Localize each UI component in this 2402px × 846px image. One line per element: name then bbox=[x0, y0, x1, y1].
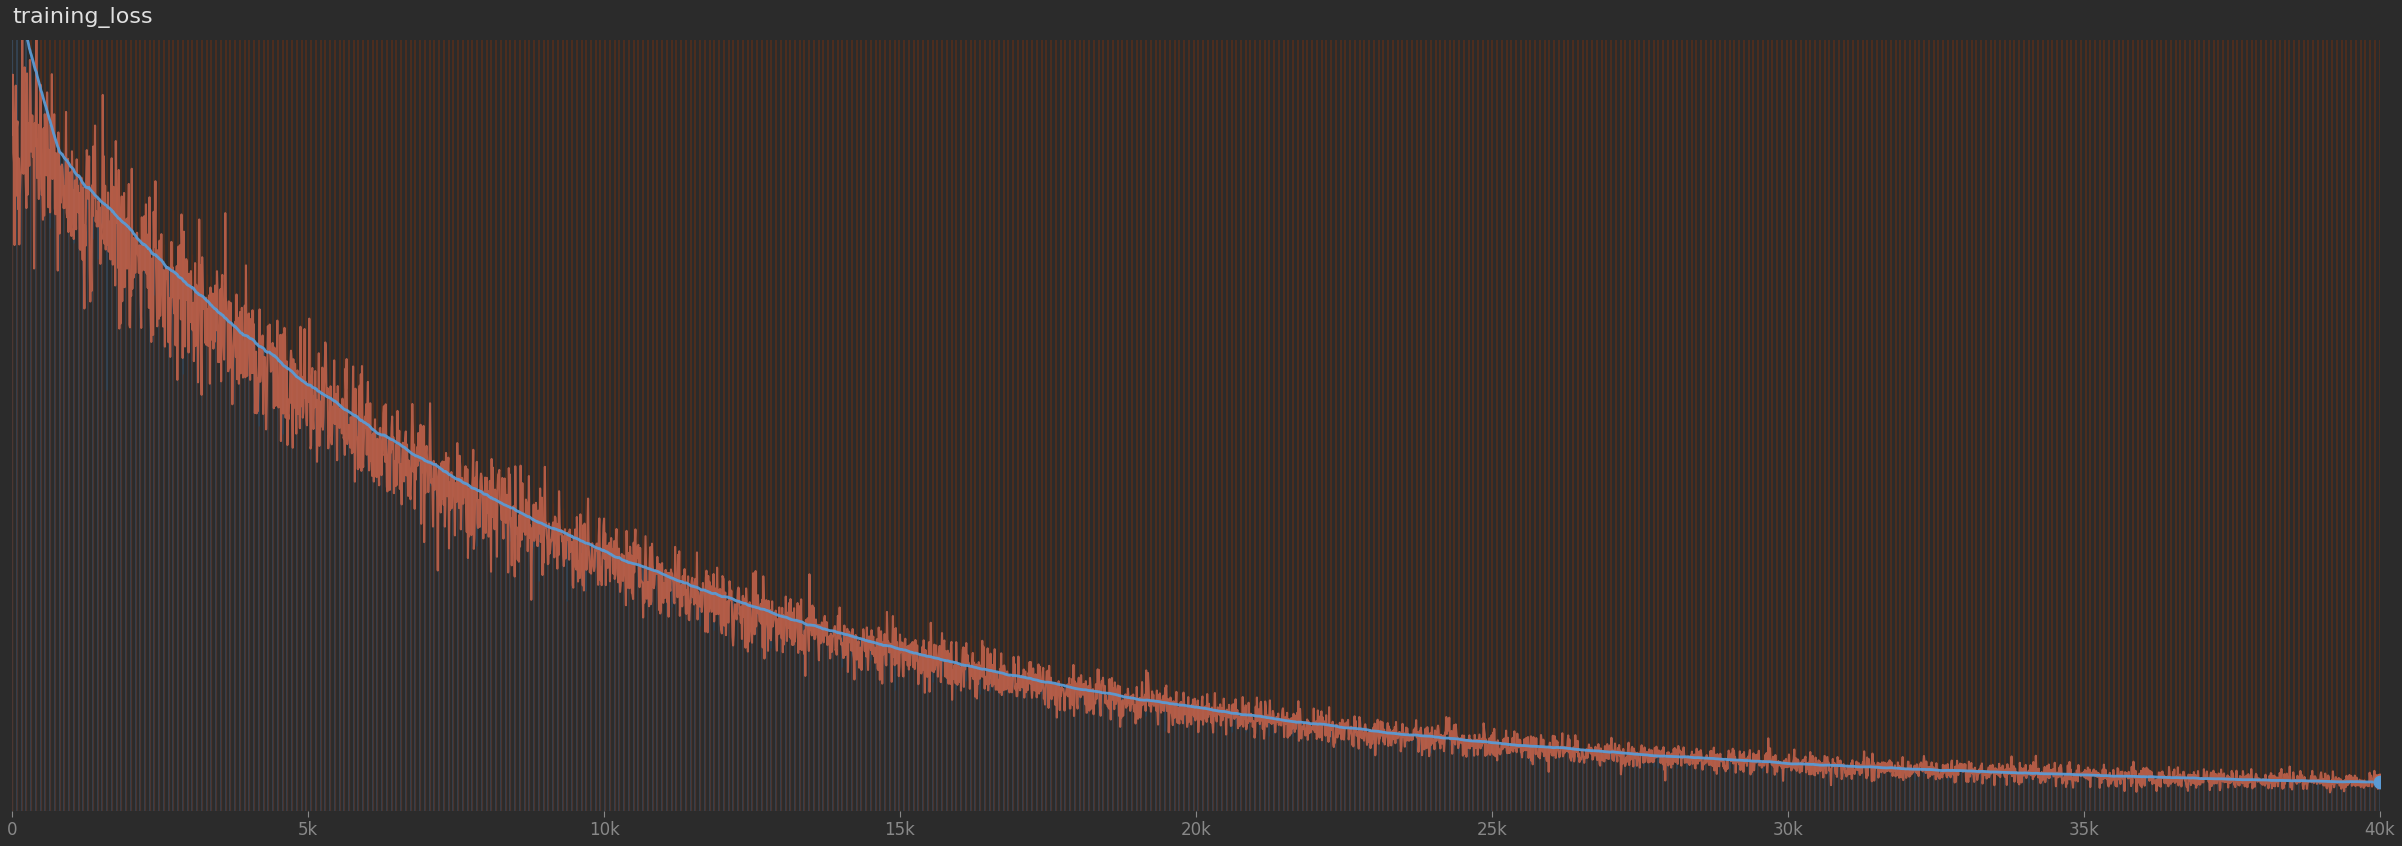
Point bbox=[2361, 775, 2400, 788]
Text: training_loss: training_loss bbox=[12, 7, 154, 28]
Point bbox=[2361, 773, 2400, 787]
